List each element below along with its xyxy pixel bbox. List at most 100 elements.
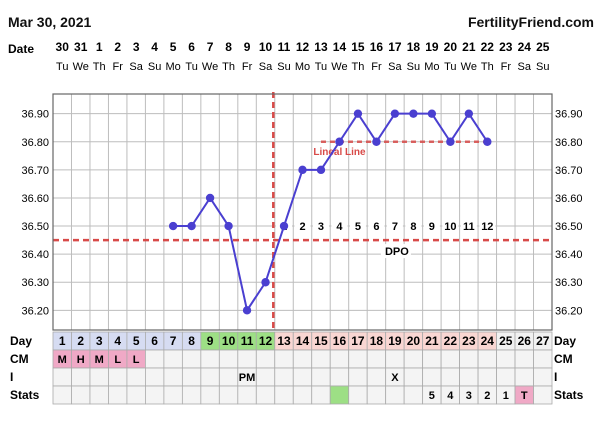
- stats-cell: [145, 385, 165, 405]
- y-tick-label-left: 36.30: [21, 277, 49, 289]
- date-label: 21: [462, 40, 476, 54]
- date-label: 9: [244, 40, 251, 54]
- weekday-label: We: [461, 61, 477, 73]
- weekday-label: Su: [148, 61, 161, 73]
- weekday-label: Th: [222, 61, 235, 73]
- date-label: 25: [536, 40, 550, 54]
- stats-cell: [255, 385, 276, 405]
- cm-value: H: [77, 354, 85, 366]
- intercourse-cell: [422, 367, 442, 387]
- temperature-point: [261, 278, 270, 287]
- day-number: 16: [333, 334, 347, 348]
- date-label: 12: [296, 40, 310, 54]
- date-label: 18: [407, 40, 421, 54]
- cm-cell: [181, 349, 202, 369]
- day-number: 19: [388, 334, 402, 348]
- cm-cell: [218, 349, 239, 369]
- y-tick-label-right: 36.90: [555, 109, 583, 121]
- stats-cell: [126, 385, 146, 405]
- intercourse-cell: [440, 367, 460, 387]
- intercourse-cell: [403, 367, 424, 387]
- weekday-label: Sa: [388, 61, 402, 73]
- temperature-point: [353, 109, 363, 118]
- date-label: 5: [170, 40, 177, 54]
- intercourse-cell: [477, 367, 497, 387]
- date-label: 7: [207, 40, 214, 54]
- date-label: 24: [518, 40, 532, 54]
- cm-cell: [385, 349, 405, 369]
- day-number: 24: [481, 334, 495, 348]
- day-number: 5: [133, 334, 140, 348]
- y-tick-label-right: 36.30: [555, 277, 583, 289]
- temperature-point: [335, 137, 344, 146]
- dpo-label-bg: [380, 244, 411, 259]
- intercourse-cell: [496, 367, 516, 387]
- dpo-number: 8: [410, 221, 416, 233]
- dpo-box: [368, 219, 385, 234]
- cm-row-label: CM: [10, 352, 29, 366]
- weekday-label: We: [331, 61, 347, 73]
- stats-cell: [348, 385, 368, 405]
- intercourse-cell: [292, 367, 313, 387]
- date-label: 1: [96, 40, 103, 54]
- temperature-point: [168, 221, 178, 231]
- day-number: 1: [59, 334, 66, 348]
- intercourse-cell: [514, 367, 534, 387]
- intercourse-cell: [181, 367, 202, 387]
- dpo-number: 10: [444, 221, 456, 233]
- date-label: 19: [425, 40, 439, 54]
- day-number: 6: [151, 334, 158, 348]
- intercourse-cell: [126, 367, 146, 387]
- y-tick-label-left: 36.50: [21, 221, 49, 233]
- temperature-point: [483, 137, 492, 146]
- intercourse-cell: [200, 367, 220, 387]
- weekday-label: We: [202, 61, 218, 73]
- y-tick-label-left: 36.20: [21, 305, 49, 317]
- weekday-label: Tu: [315, 61, 327, 73]
- weekday-label: Tu: [444, 61, 456, 73]
- stats-cell: [89, 385, 109, 405]
- day-number: 12: [259, 334, 273, 348]
- day-number: 17: [351, 334, 365, 348]
- intercourse-cell: [348, 367, 368, 387]
- stats-cell: [52, 385, 72, 405]
- weekday-label: Fr: [242, 61, 253, 73]
- day-number: 23: [462, 334, 476, 348]
- cm-cell: [366, 349, 387, 369]
- weekday-label: Mo: [424, 61, 439, 73]
- weekday-label: Su: [277, 61, 290, 73]
- intercourse-cell: [89, 367, 109, 387]
- day-number: 26: [518, 334, 532, 348]
- dpo-number: 7: [392, 221, 398, 233]
- day-number: 21: [425, 334, 439, 348]
- date-label: 31: [74, 40, 88, 54]
- y-tick-label-right: 36.50: [555, 221, 583, 233]
- stats-cell: [533, 385, 553, 405]
- dpo-box: [405, 219, 422, 234]
- cm-value: M: [58, 354, 67, 366]
- intercourse-cell: [108, 367, 128, 387]
- temperature-point: [298, 165, 307, 175]
- intercourse-cell: [145, 367, 165, 387]
- dpo-box: [331, 219, 348, 234]
- stats-cell: [108, 385, 128, 405]
- stats-value: T: [521, 390, 528, 402]
- dpo-number: 11: [463, 221, 475, 233]
- cm-cell: [477, 349, 497, 369]
- stats-cell: [366, 385, 387, 405]
- day-number: 11: [241, 334, 254, 348]
- intercourse-value: X: [391, 372, 399, 384]
- weekday-label: Th: [93, 61, 106, 73]
- cm-cell: [514, 349, 534, 369]
- weekday-label: Mo: [165, 61, 180, 73]
- date-label: 22: [481, 40, 495, 54]
- cm-cell: [163, 349, 183, 369]
- intercourse-cell: [255, 367, 276, 387]
- dpo-number: 5: [355, 221, 361, 233]
- date-label: 16: [370, 40, 384, 54]
- temperature-point: [390, 109, 400, 118]
- intercourse-cell: [52, 367, 72, 387]
- day-number: 27: [536, 334, 550, 348]
